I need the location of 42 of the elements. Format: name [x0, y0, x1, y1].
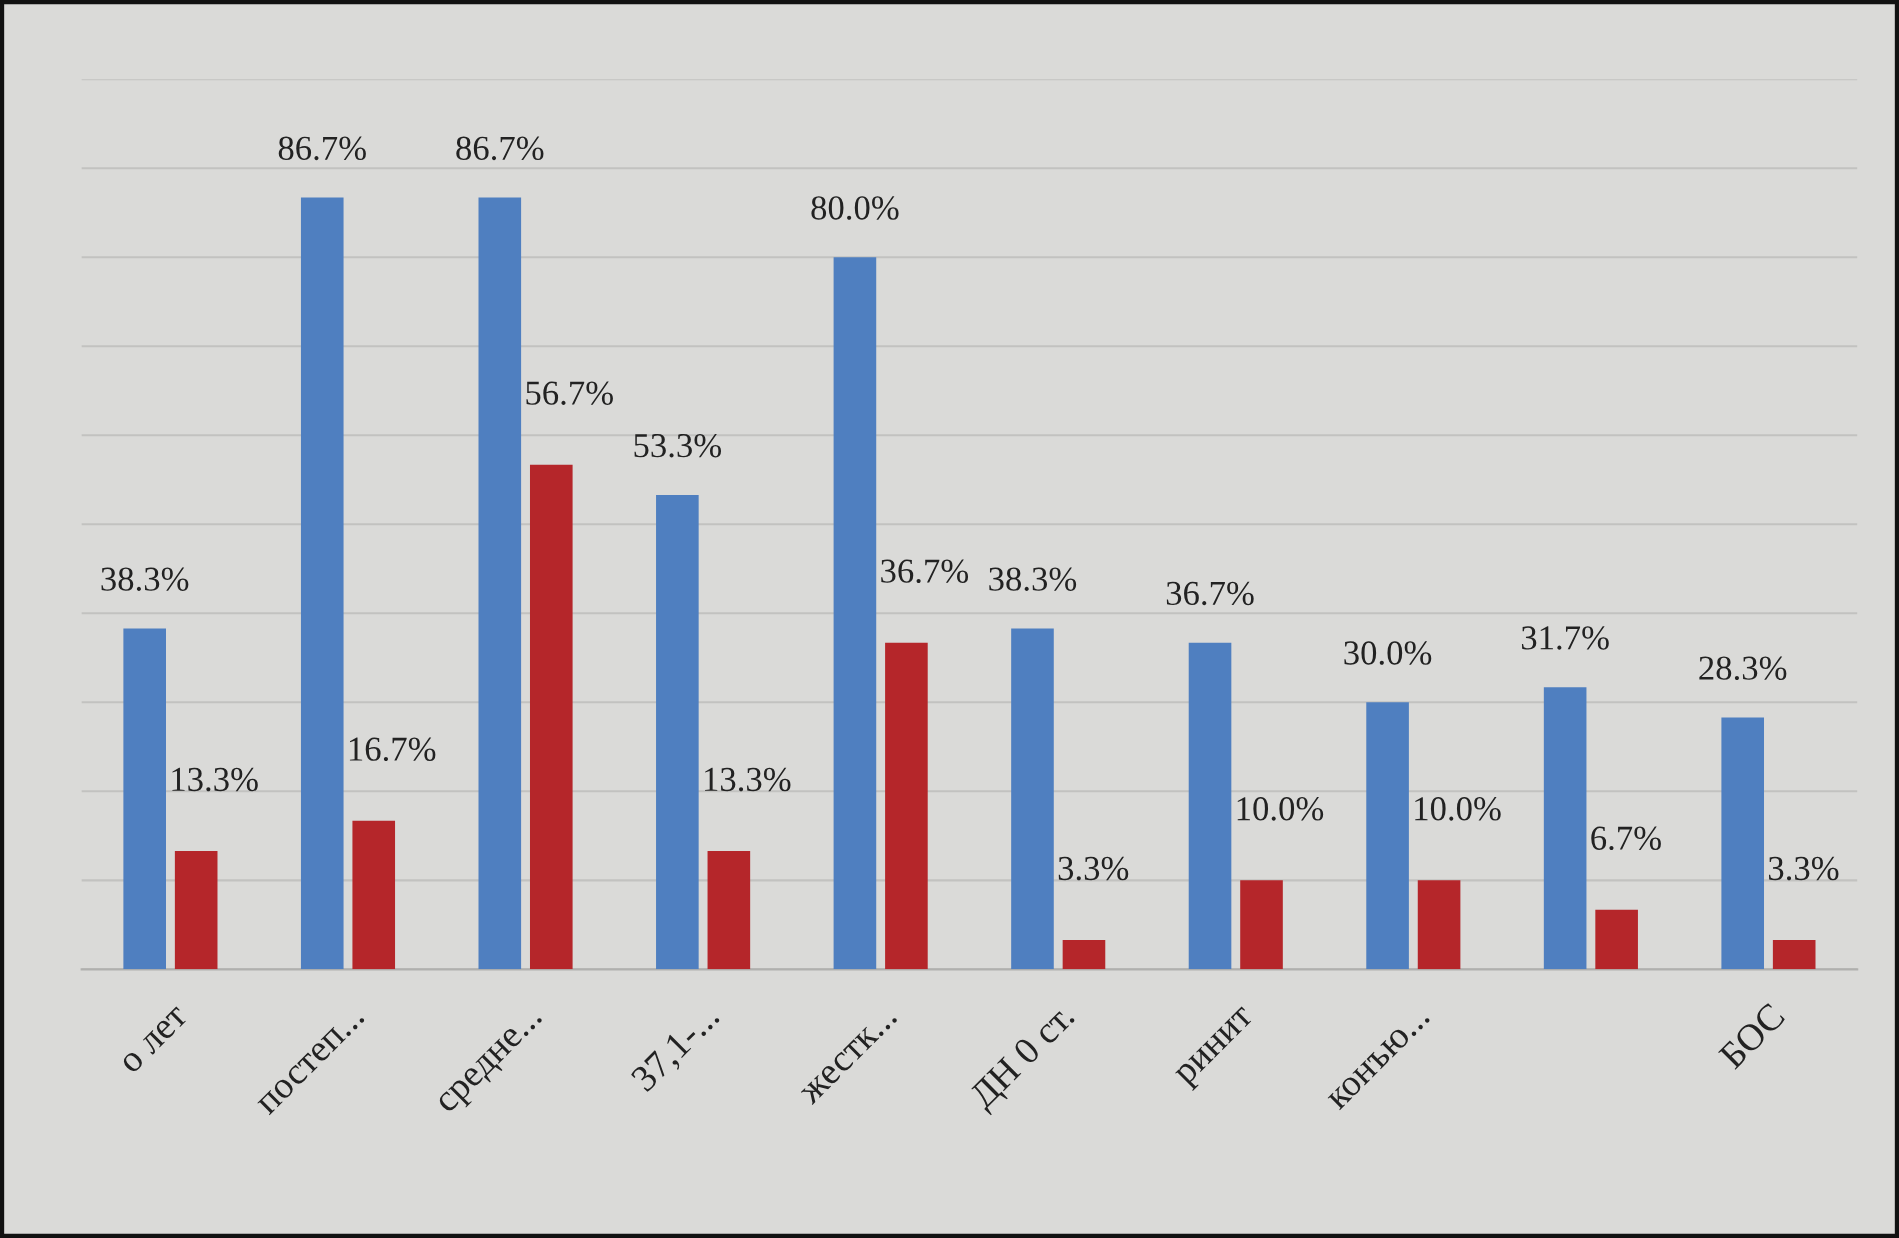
- data-label: 80.0%: [811, 196, 899, 220]
- bar: [352, 820, 396, 970]
- data-label: 16.7%: [349, 737, 436, 762]
- bar: [1772, 939, 1816, 970]
- bar: [478, 197, 522, 970]
- bar: [1366, 702, 1409, 970]
- data-label: 38.3%: [101, 567, 189, 591]
- data-label: 3.3%: [1768, 856, 1839, 881]
- bar: [529, 464, 573, 970]
- data-label: 13.3%: [705, 767, 791, 792]
- bar: [1595, 909, 1638, 970]
- data-label: 3.3%: [1058, 856, 1129, 881]
- bar: [1721, 717, 1764, 970]
- bar: [1240, 880, 1283, 970]
- data-label: 56.7%: [526, 381, 613, 405]
- data-label: 86.7%: [456, 136, 544, 161]
- data-label: 36.7%: [881, 559, 969, 583]
- data-label: 36.7%: [1166, 581, 1254, 606]
- x-tick-label: о лет: [120, 1006, 189, 1075]
- bar: [1062, 939, 1106, 970]
- bar: [833, 257, 877, 970]
- bar: [174, 850, 218, 970]
- bar: [1188, 642, 1232, 970]
- bar: [707, 850, 751, 970]
- bar: [1543, 687, 1587, 970]
- data-label: 38.3%: [989, 567, 1077, 591]
- bar: [300, 197, 344, 970]
- data-label: 28.3%: [1699, 656, 1787, 680]
- data-label: 53.3%: [634, 433, 722, 458]
- bar: [656, 494, 699, 970]
- data-label: 31.7%: [1521, 626, 1609, 650]
- bar: [1417, 880, 1461, 970]
- data-label: 86.7%: [278, 136, 366, 161]
- bar: [1011, 628, 1054, 970]
- data-label: 30.0%: [1344, 641, 1432, 665]
- data-label: 6.7%: [1591, 826, 1661, 851]
- data-label: 10.0%: [1415, 797, 1501, 821]
- bar: [123, 628, 166, 970]
- data-label: 13.3%: [172, 767, 258, 792]
- x-tick-label: ДН 0 ст.: [967, 1002, 1081, 1116]
- bar: [885, 642, 928, 970]
- data-label: 10.0%: [1237, 797, 1324, 821]
